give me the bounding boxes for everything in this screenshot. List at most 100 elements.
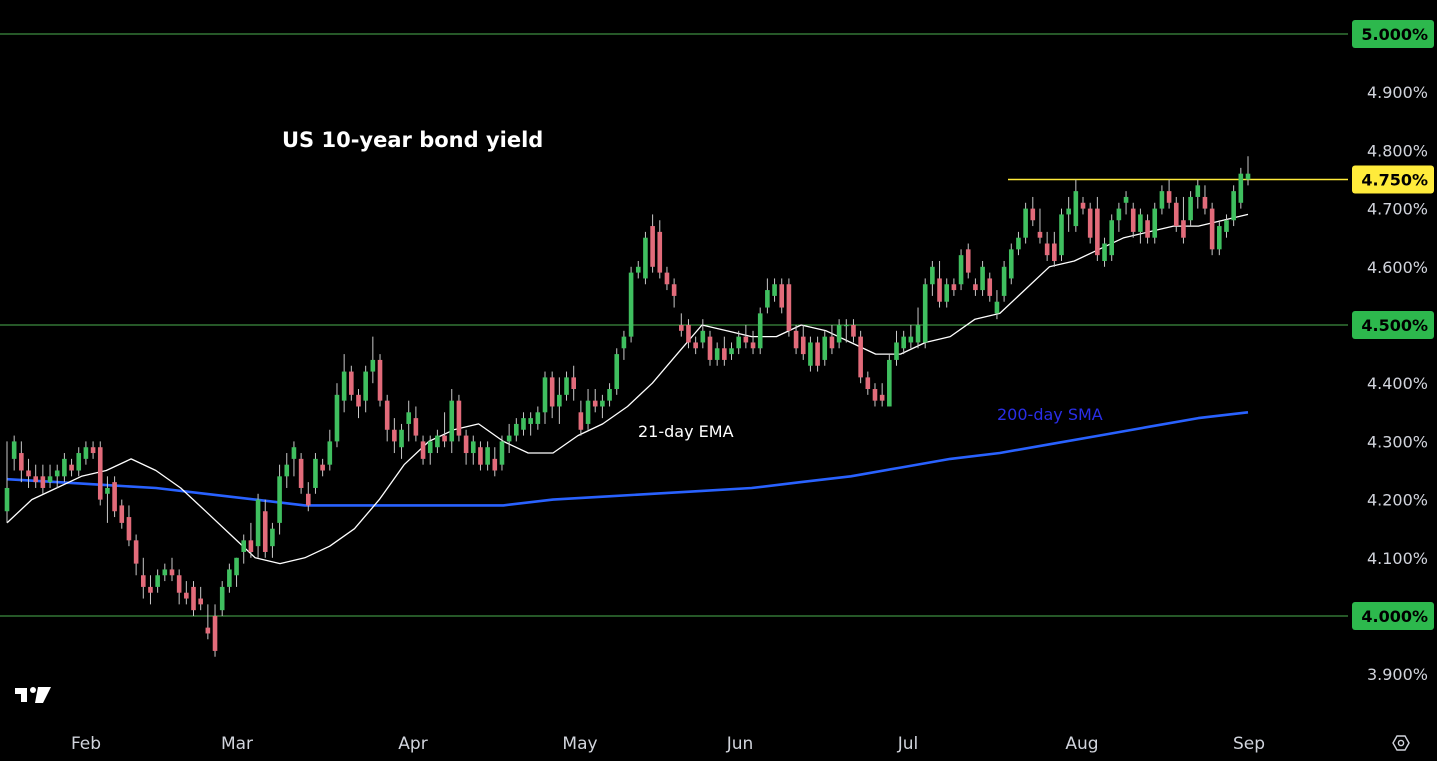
candle-body — [1130, 208, 1136, 232]
candle — [1145, 214, 1150, 244]
candle — [686, 319, 691, 349]
candle — [349, 365, 354, 401]
candle — [951, 278, 957, 296]
candle-body — [973, 284, 978, 291]
candle-body — [793, 330, 799, 349]
candle — [291, 441, 297, 477]
candle — [140, 557, 146, 599]
candle — [564, 371, 569, 401]
y-axis[interactable]: 4.900% 4.800% 4.700% 4.600% 4.400% 4.300% 4.20… — [1352, 20, 1434, 684]
candle — [40, 464, 46, 494]
candle — [126, 505, 132, 547]
candle-body — [370, 359, 376, 372]
candle — [284, 453, 290, 488]
candle-body — [693, 342, 698, 349]
candle-body — [930, 266, 935, 285]
candle-body — [686, 325, 691, 343]
candle — [356, 389, 361, 419]
candle-body — [908, 336, 914, 343]
chart-title: US 10-year bond yield — [282, 128, 543, 152]
candle-body — [1145, 220, 1150, 238]
candle-body — [40, 476, 46, 488]
candle — [535, 406, 541, 430]
candle-body — [535, 412, 541, 424]
ema-line — [6, 213, 1249, 565]
candle-body — [542, 377, 548, 413]
candle — [1195, 179, 1201, 209]
candle — [485, 441, 490, 471]
candle-body — [334, 394, 340, 442]
x-axis[interactable]: Feb Mar Apr May Jun Jul Aug Sep — [71, 734, 1265, 754]
candle-body — [1217, 226, 1222, 250]
candle — [908, 325, 914, 349]
candle — [133, 534, 139, 576]
candle — [370, 336, 376, 384]
settings-hex — [1392, 735, 1410, 751]
candle-body — [1080, 202, 1086, 209]
candle-body — [406, 412, 412, 424]
candle-body — [1209, 208, 1215, 250]
candle — [1173, 196, 1179, 232]
candle — [650, 214, 655, 273]
candle — [836, 319, 842, 349]
candle — [1188, 191, 1193, 227]
candle — [1159, 185, 1165, 215]
candle — [470, 435, 476, 465]
candle — [298, 453, 304, 494]
y-tick-label: 4.300% — [1367, 432, 1428, 451]
candle — [664, 266, 670, 291]
candle — [750, 330, 756, 355]
x-tick-label: May — [562, 734, 597, 754]
candle — [693, 336, 698, 355]
candle-body — [564, 377, 569, 395]
candle — [169, 557, 175, 582]
candle — [858, 330, 863, 384]
candle-body — [1173, 202, 1179, 227]
candle-body — [105, 487, 110, 494]
candle-body — [19, 453, 24, 471]
candle-body — [822, 336, 828, 360]
candle — [557, 377, 562, 424]
candle-body — [219, 586, 225, 611]
x-tick-label: Jun — [726, 734, 754, 754]
candle-body — [514, 423, 519, 436]
candle — [944, 278, 950, 308]
candle-body — [384, 400, 390, 430]
candle-body — [865, 377, 871, 390]
candle-body — [1052, 243, 1057, 261]
candle-body — [571, 377, 576, 390]
candle-body — [707, 336, 713, 360]
settings-center — [1397, 739, 1405, 747]
candle-body — [26, 470, 31, 477]
candle — [514, 418, 519, 442]
candlesticks — [4, 156, 1251, 657]
candle-body — [69, 464, 74, 471]
candle-body — [1102, 243, 1107, 261]
candle-body — [679, 325, 684, 331]
candle — [105, 476, 110, 523]
settings-icon[interactable] — [1392, 735, 1410, 751]
candle — [887, 354, 892, 407]
candle — [722, 336, 727, 366]
candle-body — [951, 284, 957, 291]
candle — [843, 319, 849, 343]
candle-body — [399, 429, 404, 448]
candle — [607, 383, 612, 407]
price-badge-bg — [1352, 311, 1434, 339]
sma-200-layer — [6, 411, 1249, 507]
candle — [901, 330, 906, 355]
candle-body — [958, 255, 964, 285]
candle — [1238, 167, 1244, 209]
candle-body — [1123, 196, 1129, 203]
candle-body — [700, 330, 706, 343]
candle — [463, 429, 469, 465]
candle — [241, 534, 247, 564]
candle-body — [11, 441, 17, 459]
candle — [1095, 196, 1100, 261]
candle-body — [33, 476, 38, 483]
candle — [600, 394, 605, 419]
candle — [1130, 202, 1136, 238]
tradingview-logo[interactable] — [15, 687, 51, 703]
candle-body — [1095, 208, 1100, 256]
